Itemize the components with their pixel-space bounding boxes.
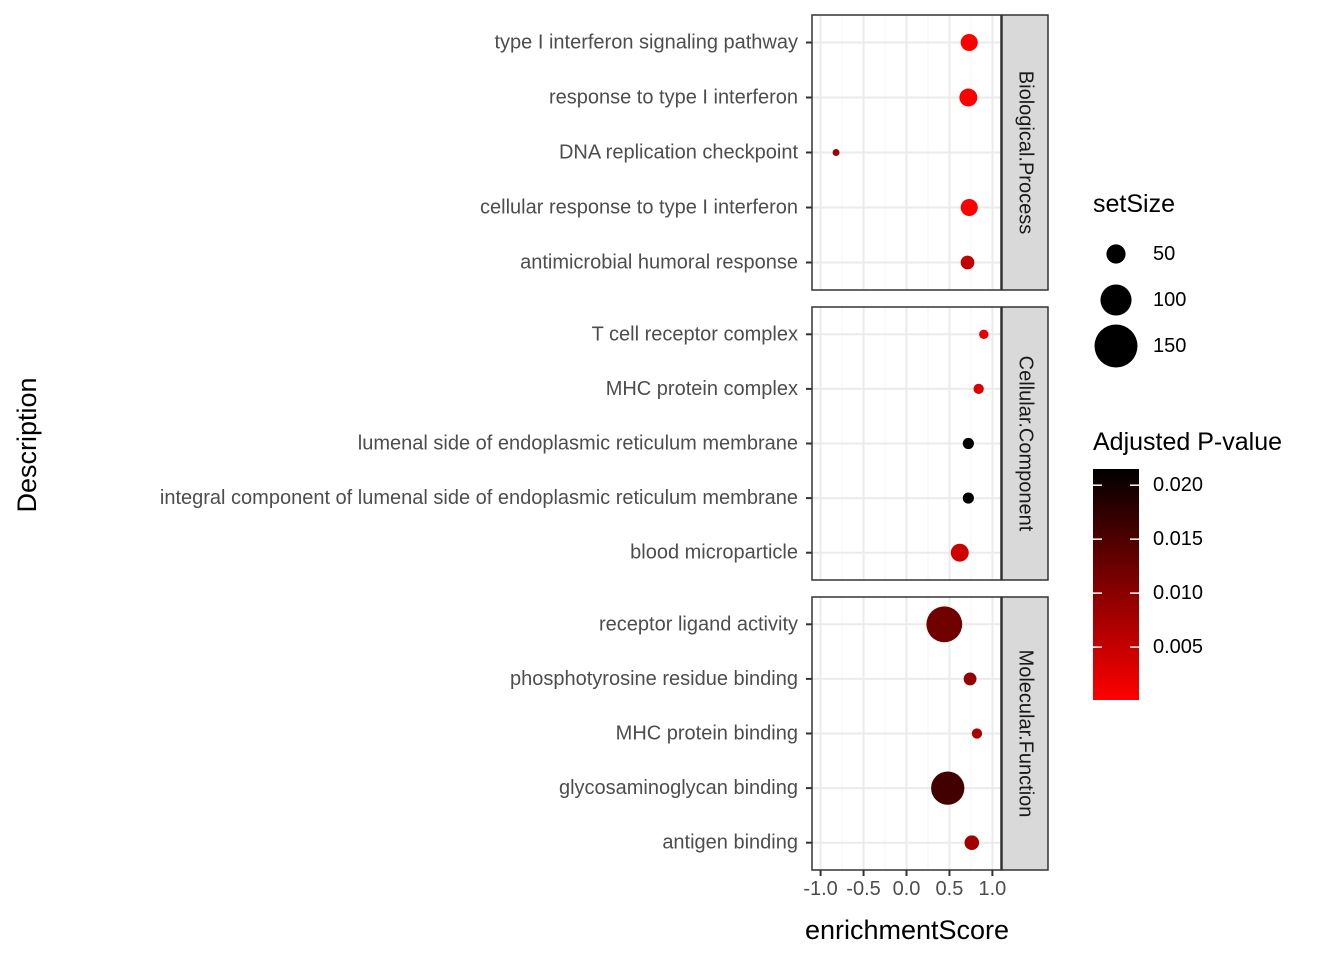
panel-border <box>811 14 1002 291</box>
color-legend-title: Adjusted P-value <box>1093 428 1282 456</box>
size-legend-label: 100 <box>1153 289 1186 311</box>
color-bar <box>1093 469 1139 700</box>
x-tick-label: -0.5 <box>846 878 880 900</box>
x-tick-label: 0.5 <box>936 878 964 900</box>
data-point <box>964 835 980 850</box>
data-point <box>960 33 978 52</box>
size-legend-key <box>1106 244 1126 264</box>
data-point <box>979 329 989 340</box>
y-tick-label: antigen binding <box>662 832 798 854</box>
facet-strip <box>1001 306 1049 581</box>
y-tick-label: response to type I interferon <box>549 87 798 109</box>
facet-strip-label: Cellular.Component <box>1015 356 1037 532</box>
x-axis-title: enrichmentScore <box>805 915 1009 945</box>
y-tick-label: DNA replication checkpoint <box>559 142 798 164</box>
color-legend-label: 0.015 <box>1153 528 1203 550</box>
legend: setSize 50 100 150 Adjusted P-value 0.005 0.01… <box>1093 190 1282 700</box>
facet-strip <box>1001 14 1049 291</box>
y-tick-label: receptor ligand activity <box>599 613 798 635</box>
size-legend-label: 150 <box>1153 335 1186 357</box>
data-point <box>962 492 974 504</box>
y-tick-label: cellular response to type I interferon <box>480 197 798 219</box>
data-point <box>962 437 974 450</box>
x-tick-label: 1.0 <box>979 878 1007 900</box>
data-point <box>926 606 963 643</box>
x-tick-label: -1.0 <box>803 878 837 900</box>
y-tick-label: T cell receptor complex <box>592 323 798 345</box>
data-point <box>832 149 840 156</box>
facet-strip <box>1001 596 1049 871</box>
size-legend-key <box>1094 324 1138 368</box>
color-legend-label: 0.005 <box>1153 636 1203 658</box>
y-tick-label: MHC protein binding <box>616 723 798 745</box>
data-point <box>973 383 984 395</box>
y-tick-label: antimicrobial humoral response <box>520 252 798 274</box>
size-legend-label: 50 <box>1153 243 1175 265</box>
y-tick-label: MHC protein complex <box>606 378 798 400</box>
facet-strip-label: Molecular.Function <box>1015 650 1037 818</box>
facet-panel-0: type I interferon signaling pathway respo… <box>480 14 1049 291</box>
data-point <box>960 255 975 270</box>
panel-border <box>811 306 1002 581</box>
data-point <box>950 543 969 562</box>
data-point <box>963 672 977 686</box>
data-point <box>931 771 965 805</box>
y-axis-title: Description <box>12 377 42 512</box>
data-point <box>959 88 978 107</box>
y-tick-label: integral component of lumenal side of en… <box>160 487 798 509</box>
y-tick-label: blood microparticle <box>630 542 798 564</box>
color-legend-label: 0.010 <box>1153 582 1203 604</box>
facet-strip-label: Biological.Process <box>1015 71 1037 234</box>
x-tick-label: 0.0 <box>893 878 921 900</box>
data-point <box>971 728 983 739</box>
data-point <box>960 198 978 217</box>
y-tick-label: lumenal side of endoplasmic reticulum me… <box>358 433 798 455</box>
size-legend-title: setSize <box>1093 190 1175 218</box>
facet-panel-1: T cell receptor complex MHC protein compl… <box>160 306 1049 581</box>
color-legend-label: 0.020 <box>1153 474 1203 496</box>
y-tick-label: phosphotyrosine residue binding <box>510 668 798 690</box>
facet-panel-2: receptor ligand activity phosphotyrosine … <box>510 596 1049 871</box>
y-tick-label: type I interferon signaling pathway <box>494 32 798 54</box>
size-legend-key <box>1100 284 1132 316</box>
y-tick-label: glycosaminoglycan binding <box>559 777 798 799</box>
